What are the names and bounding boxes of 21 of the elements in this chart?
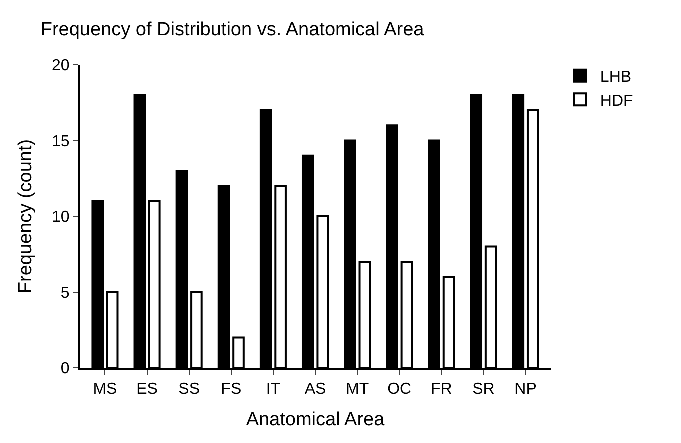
y-tick-label: 15 — [52, 133, 70, 150]
x-tick-label: SR — [472, 381, 495, 398]
y-tick-label: 10 — [52, 209, 70, 226]
x-tick-label: IT — [266, 381, 281, 398]
y-tick-label: 5 — [60, 284, 70, 302]
y-tick-label: 20 — [52, 58, 70, 75]
legend-label: HDF — [600, 92, 634, 110]
x-tick-label: AS — [304, 381, 326, 398]
x-tick-label: NP — [514, 381, 537, 398]
chart-title: Frequency of Distribution vs. Anatomical Area — [40, 19, 425, 40]
legend-label: LHB — [600, 69, 632, 86]
x-tick-label: MS — [93, 381, 118, 398]
y-axis-title: Frequency (count) — [15, 139, 36, 294]
x-tick-label: ES — [136, 381, 158, 398]
x-tick-label: FR — [430, 381, 452, 398]
y-tick-label: 0 — [60, 360, 70, 378]
x-tick-label: SS — [178, 381, 200, 398]
x-tick-label: OC — [388, 381, 412, 398]
x-tick-label: FS — [221, 381, 242, 398]
x-axis-title: Anatomical Area — [246, 410, 386, 430]
x-tick-label: MT — [346, 381, 370, 398]
